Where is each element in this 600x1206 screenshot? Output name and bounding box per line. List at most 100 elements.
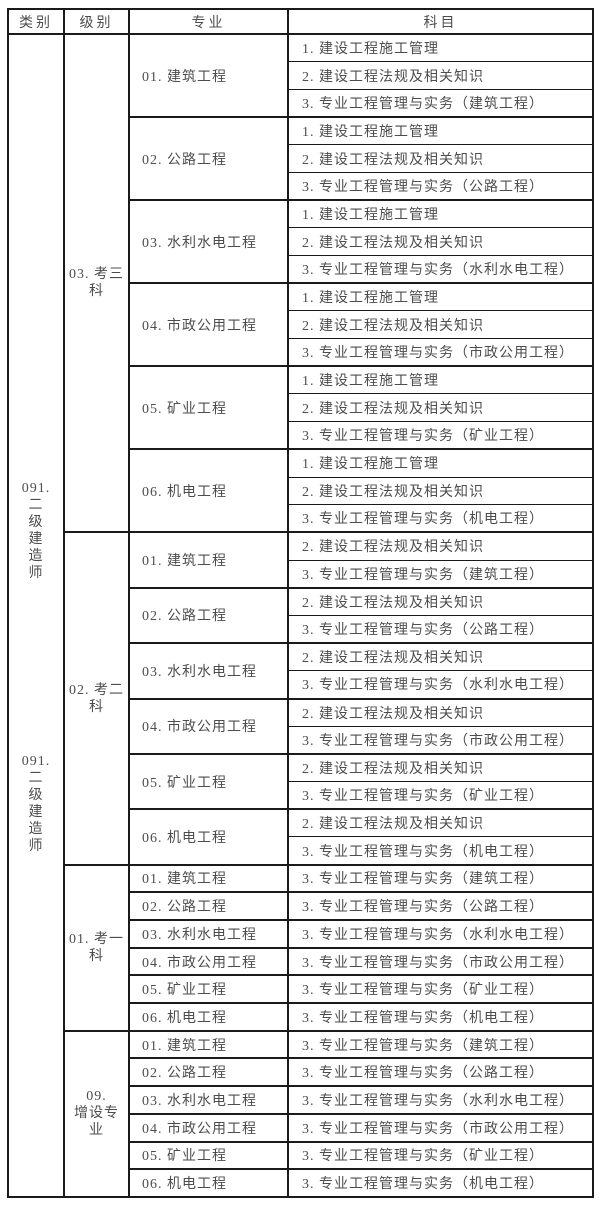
specialty-cell: 04. 市政公用工程 (128, 1113, 289, 1143)
subject-cell: 3. 专业工程管理与实务（建筑工程） (287, 559, 594, 589)
table-row: 02. 公路工程 3. 专业工程管理与实务（公路工程） (8, 891, 594, 921)
table-row: 3. 专业工程管理与实务（矿业工程） (8, 781, 594, 811)
table-row: 3. 专业工程管理与实务（水利水电工程） (8, 670, 594, 700)
subject-cell: 2. 建设工程法规及相关知识 (287, 698, 594, 727)
table-row: 2. 建设工程法规及相关知识 (8, 393, 594, 423)
subject-cell: 3. 专业工程管理与实务（机电工程） (287, 1002, 594, 1032)
subject-cell: 1. 建设工程施工管理 (287, 199, 594, 229)
specialty-cell: 03. 水利水电工程 (128, 1085, 289, 1115)
subject-cell: 1. 建设工程施工管理 (287, 282, 594, 312)
subject-cell: 2. 建设工程法规及相关知识 (287, 808, 594, 838)
subject-cell: 3. 专业工程管理与实务（市政公用工程） (287, 725, 594, 755)
specialty-cell: 05. 矿业工程 (128, 1141, 289, 1171)
specialty-cell: 05. 矿业工程 (128, 753, 289, 811)
subject-cell: 2. 建设工程法规及相关知识 (287, 144, 594, 173)
table-row: 03. 水利水电工程 1. 建设工程施工管理 (8, 199, 594, 285)
subject-cell: 1. 建设工程施工管理 (287, 448, 594, 478)
table-row: 02. 公路工程 2. 建设工程法规及相关知识 (8, 587, 594, 645)
specialty-cell: 01. 建筑工程 (128, 33, 289, 119)
subject-cell: 3. 专业工程管理与实务（水利水电工程） (287, 255, 594, 285)
subject-cell: 3. 专业工程管理与实务（建筑工程） (287, 864, 594, 894)
specialty-cell: 04. 市政公用工程 (128, 947, 289, 977)
table-row: 091. 二 级 建 造 师 091. 二 级 建 造 师 03. 考三 科 01. … (7, 33, 594, 1198)
table-row: 3. 专业工程管理与实务（矿业工程） (8, 421, 594, 451)
table-row: 3. 专业工程管理与实务（机电工程） (8, 836, 594, 866)
table-row: 02. 考二 科 01. 建筑工程 2. 建设工程法规及相关知识 (8, 531, 594, 866)
subject-cell: 3. 专业工程管理与实务（公路工程） (287, 1057, 594, 1088)
subject-cell: 3. 专业工程管理与实务（建筑工程） (287, 1030, 594, 1060)
subject-cell: 1. 建设工程施工管理 (287, 116, 594, 146)
subject-cell: 3. 专业工程管理与实务（矿业工程） (287, 1141, 594, 1171)
level-cell: 03. 考三 科 (63, 33, 130, 534)
subject-cell: 2. 建设工程法规及相关知识 (287, 642, 594, 672)
table-row: 02. 公路工程 1. 建设工程施工管理 (8, 116, 594, 202)
specialty-cell: 06. 机电工程 (128, 448, 289, 534)
table-row: 05. 矿业工程 3. 专业工程管理与实务（矿业工程） (8, 974, 594, 1005)
category-cell: 091. 二 级 建 造 师 091. 二 级 建 造 师 (7, 33, 65, 1198)
table-row: 05. 矿业工程 2. 建设工程法规及相关知识 (8, 753, 594, 811)
subject-cell: 3. 专业工程管理与实务（公路工程） (287, 614, 594, 645)
subject-cell: 3. 专业工程管理与实务（建筑工程） (287, 88, 594, 119)
subject-cell: 2. 建设工程法规及相关知识 (287, 61, 594, 90)
subject-cell: 1. 建设工程施工管理 (287, 33, 594, 63)
table-row: 05. 矿业工程 3. 专业工程管理与实务（矿业工程） (8, 1141, 594, 1171)
subject-cell: 3. 专业工程管理与实务（公路工程） (287, 891, 594, 921)
specialty-cell: 05. 矿业工程 (128, 974, 289, 1005)
specialty-cell: 01. 建筑工程 (128, 531, 289, 589)
specialty-cell: 06. 机电工程 (128, 808, 289, 866)
subject-cell: 3. 专业工程管理与实务（矿业工程） (287, 974, 594, 1005)
subject-cell: 3. 专业工程管理与实务（市政公用工程） (287, 338, 594, 368)
table-row: 09. 增设专 业 01. 建筑工程 3. 专业工程管理与实务（建筑工程） (8, 1030, 594, 1199)
subject-cell: 3. 专业工程管理与实务（市政公用工程） (287, 947, 594, 977)
table-row: 3. 专业工程管理与实务（市政公用工程） (8, 338, 594, 368)
level-cell: 02. 考二 科 (63, 531, 130, 866)
subject-cell: 3. 专业工程管理与实务（机电工程） (287, 1168, 594, 1198)
table-row: 01. 考一 科 01. 建筑工程 3. 专业工程管理与实务（建筑工程） (8, 864, 594, 1032)
table-row: 3. 专业工程管理与实务（建筑工程） (8, 88, 594, 119)
specialty-cell: 02. 公路工程 (128, 587, 289, 645)
table-row: 2. 建设工程法规及相关知识 (8, 144, 594, 173)
table-row: 2. 建设工程法规及相关知识 (8, 310, 594, 340)
subject-cell: 2. 建设工程法规及相关知识 (287, 310, 594, 340)
table-row: 2. 建设工程法规及相关知识 (8, 476, 594, 506)
specialty-cell: 03. 水利水电工程 (128, 199, 289, 285)
specialty-cell: 03. 水利水电工程 (128, 919, 289, 949)
specialty-cell: 02. 公路工程 (128, 891, 289, 921)
subject-cell: 3. 专业工程管理与实务（公路工程） (287, 171, 594, 202)
subject-cell: 2. 建设工程法规及相关知识 (287, 227, 594, 256)
table-row: 03. 水利水电工程 3. 专业工程管理与实务（水利水电工程） (8, 919, 594, 949)
table-row: 2. 建设工程法规及相关知识 (8, 227, 594, 256)
specialty-cell: 02. 公路工程 (128, 1057, 289, 1088)
subject-cell: 2. 建设工程法规及相关知识 (287, 476, 594, 506)
header-specialty: 专业 (128, 8, 289, 35)
specialty-cell: 05. 矿业工程 (128, 365, 289, 451)
header-subject: 科目 (287, 8, 594, 35)
table-row: 3. 专业工程管理与实务（机电工程） (8, 504, 594, 534)
header-level: 级别 (63, 8, 130, 35)
table-row: 04. 市政公用工程 3. 专业工程管理与实务（市政公用工程） (8, 947, 594, 977)
exam-schedule-table: 类别 级别 专业 科目 091. 二 级 建 造 师 091. 二 级 建 造 师… (7, 8, 594, 1199)
subject-cell: 2. 建设工程法规及相关知识 (287, 753, 594, 783)
table-body: 091. 二 级 建 造 师 091. 二 级 建 造 师 03. 考三 科 01. … (7, 33, 594, 1199)
subject-cell: 3. 专业工程管理与实务（水利水电工程） (287, 670, 594, 700)
subject-cell: 3. 专业工程管理与实务（水利水电工程） (287, 1085, 594, 1115)
table-row: 02. 公路工程 3. 专业工程管理与实务（公路工程） (8, 1057, 594, 1088)
specialty-cell: 04. 市政公用工程 (128, 282, 289, 368)
table-row: 3. 专业工程管理与实务（市政公用工程） (8, 725, 594, 755)
subject-cell: 3. 专业工程管理与实务（市政公用工程） (287, 1113, 594, 1143)
specialty-cell: 06. 机电工程 (128, 1002, 289, 1032)
subject-cell: 2. 建设工程法规及相关知识 (287, 587, 594, 616)
subject-cell: 3. 专业工程管理与实务（水利水电工程） (287, 919, 594, 949)
table-header: 类别 级别 专业 科目 (7, 8, 594, 35)
table-row: 06. 机电工程 3. 专业工程管理与实务（机电工程） (8, 1002, 594, 1032)
table-row: 06. 机电工程 3. 专业工程管理与实务（机电工程） (8, 1168, 594, 1198)
level-cell: 01. 考一 科 (63, 864, 130, 1032)
specialty-cell: 01. 建筑工程 (128, 1030, 289, 1060)
specialty-cell: 03. 水利水电工程 (128, 642, 289, 700)
table-row: 3. 专业工程管理与实务（建筑工程） (8, 559, 594, 589)
table-row: 3. 专业工程管理与实务（公路工程） (8, 614, 594, 645)
subject-cell: 3. 专业工程管理与实务（矿业工程） (287, 421, 594, 451)
subject-cell: 2. 建设工程法规及相关知识 (287, 393, 594, 423)
subject-cell: 1. 建设工程施工管理 (287, 365, 594, 395)
